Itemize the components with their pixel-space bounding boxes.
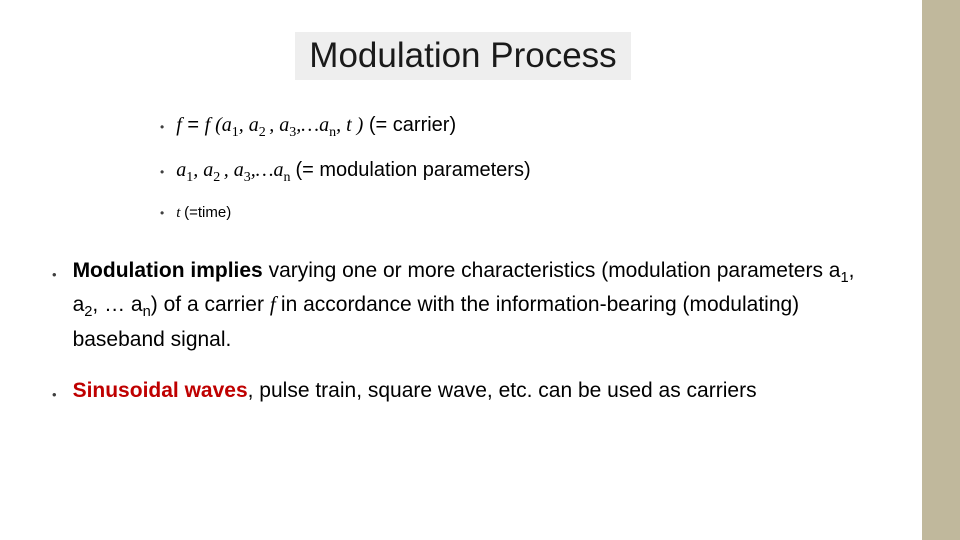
formula-text: a1, a2 , a3,…an (= modulation parameters… [176, 159, 530, 186]
bullet-dot-icon: • [160, 204, 164, 223]
formula-item-params: • a1, a2 , a3,…an (= modulation paramete… [160, 159, 886, 186]
right-accent-stripe [922, 0, 960, 540]
bullet-dot-icon: • [52, 385, 57, 405]
main-list: • Modulation implies varying one or more… [52, 255, 886, 406]
main-bullet-waves: • Sinusoidal waves, pulse train, square … [52, 375, 886, 407]
bullet-dot-icon: • [160, 118, 164, 137]
formula-list: • f = f (a1, a2 , a3,…an, t ) (= carrier… [160, 114, 886, 223]
slide-body: Modulation Process • f = f (a1, a2 , a3,… [0, 0, 922, 540]
title-container: Modulation Process [295, 32, 630, 80]
bullet-text: Sinusoidal waves, pulse train, square wa… [73, 375, 757, 407]
formula-text: t (=time) [176, 204, 231, 222]
slide-title: Modulation Process [309, 36, 616, 76]
bullet-dot-icon: • [160, 163, 164, 182]
formula-text: f = f (a1, a2 , a3,…an, t ) (= carrier) [176, 114, 456, 141]
main-bullet-modulation: • Modulation implies varying one or more… [52, 255, 886, 355]
formula-item-carrier: • f = f (a1, a2 , a3,…an, t ) (= carrier… [160, 114, 886, 141]
bullet-text: Modulation implies varying one or more c… [73, 255, 886, 355]
formula-item-time: • t (=time) [160, 204, 886, 223]
bullet-dot-icon: • [52, 265, 57, 285]
